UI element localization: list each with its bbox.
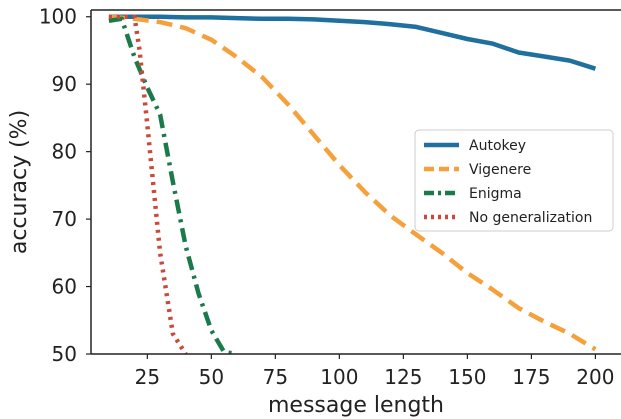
y-tick-label: 70 [52, 207, 77, 231]
series-line-autokey [108, 14, 597, 71]
x-tick-label: 100 [320, 365, 358, 389]
x-tick-label: 50 [199, 365, 224, 389]
legend-frame [414, 129, 614, 232]
y-tick-label: 90 [52, 72, 77, 96]
x-tick-label: 75 [263, 365, 288, 389]
legend-label: Vigenere [469, 162, 531, 178]
y-tick-label: 100 [39, 5, 77, 29]
y-tick-label: 60 [52, 275, 77, 299]
x-tick-label: 175 [512, 365, 550, 389]
series-line-no-generalization [108, 14, 188, 354]
axes: 25 50 75 100 125 150 175 200 50 60 70 80 90 100 [39, 5, 621, 389]
legend-label: Autokey [469, 138, 526, 154]
plot-area [108, 14, 597, 354]
legend-label: No generalization [469, 210, 592, 226]
x-tick-label: 150 [448, 365, 486, 389]
y-tick-label: 50 [52, 342, 77, 366]
series-line-enigma [108, 16, 238, 354]
y-axis-title: accuracy (%) [7, 110, 32, 254]
x-tick-label: 25 [135, 365, 160, 389]
series-line-vigenere [108, 14, 597, 352]
legend-label: Enigma [469, 186, 522, 202]
x-axis-title: message length [268, 393, 444, 418]
x-tick-label: 125 [384, 365, 422, 389]
y-tick-label: 80 [52, 140, 77, 164]
x-tick-label: 200 [576, 365, 614, 389]
legend: Autokey Vigenere Enigma No generalization [414, 129, 614, 232]
